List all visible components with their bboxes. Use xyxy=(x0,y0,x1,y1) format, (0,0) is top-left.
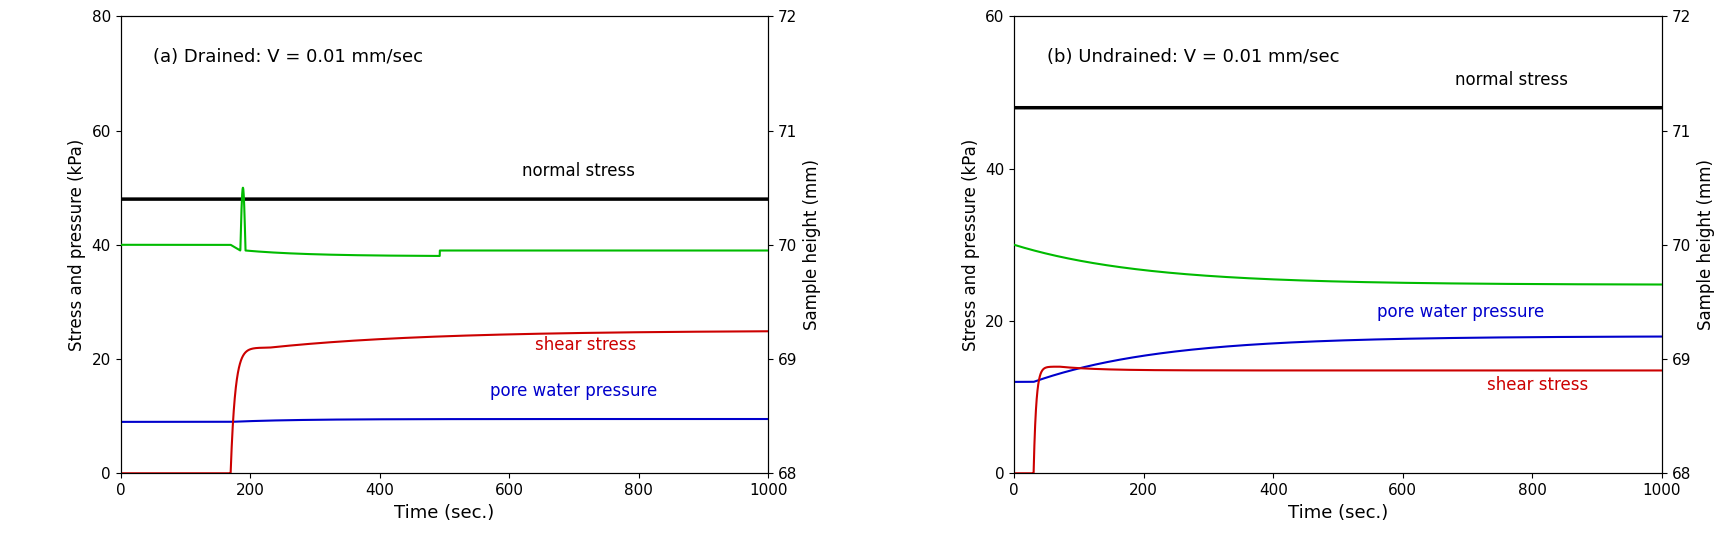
Y-axis label: Stress and pressure (kPa): Stress and pressure (kPa) xyxy=(961,139,980,351)
Y-axis label: Stress and pressure (kPa): Stress and pressure (kPa) xyxy=(67,139,86,351)
Text: (b) Undrained: V = 0.01 mm/sec: (b) Undrained: V = 0.01 mm/sec xyxy=(1047,48,1340,66)
Y-axis label: Sample height (mm): Sample height (mm) xyxy=(1696,159,1715,330)
Text: shear stress: shear stress xyxy=(536,337,635,355)
Text: pore water pressure: pore water pressure xyxy=(1378,303,1545,321)
Text: pore water pressure: pore water pressure xyxy=(489,382,656,400)
X-axis label: Time (sec.): Time (sec.) xyxy=(1288,504,1388,522)
X-axis label: Time (sec.): Time (sec.) xyxy=(394,504,494,522)
Text: normal stress: normal stress xyxy=(1455,71,1567,89)
Text: (a) Drained: V = 0.01 mm/sec: (a) Drained: V = 0.01 mm/sec xyxy=(153,48,424,66)
Text: shear stress: shear stress xyxy=(1486,375,1588,393)
Y-axis label: Sample height (mm): Sample height (mm) xyxy=(802,159,821,330)
Text: normal stress: normal stress xyxy=(522,162,635,180)
